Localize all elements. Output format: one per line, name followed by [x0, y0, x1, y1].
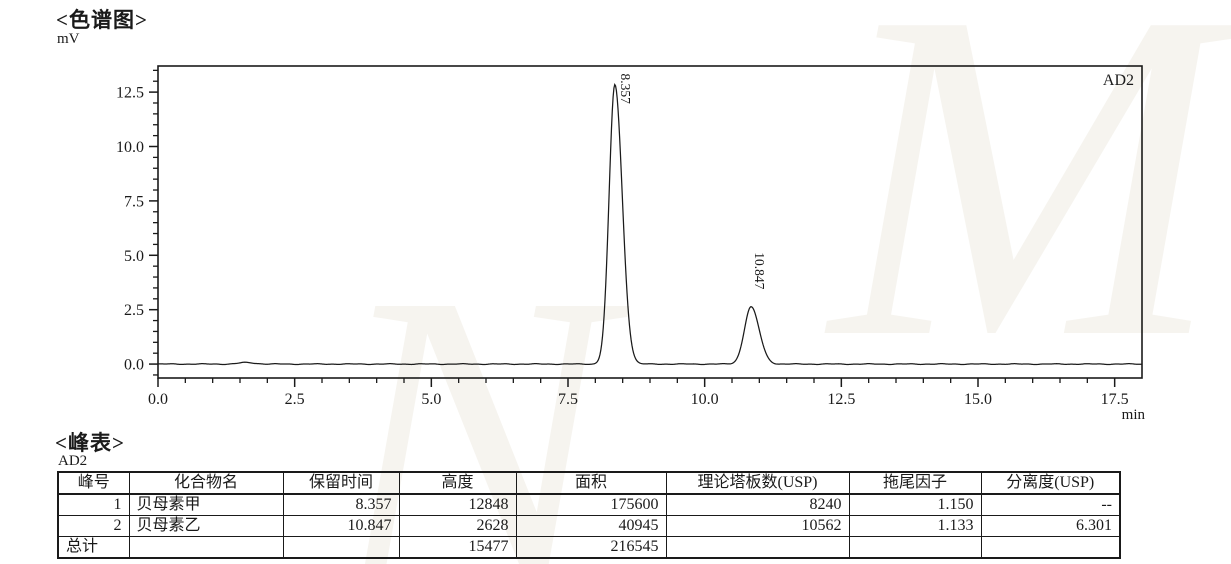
peak-table-cell: 15477	[398, 536, 517, 559]
peak-table-channel-label: AD2	[58, 453, 88, 469]
peak-table-header: 高度	[398, 471, 517, 495]
x-tick-label: 2.5	[285, 391, 305, 408]
peak-table-header: 面积	[515, 471, 667, 495]
peak-table-header: 化合物名	[128, 471, 284, 495]
peak-table-cell: 12848	[398, 493, 517, 516]
x-tick-label: 10.0	[691, 391, 719, 408]
peak-table-cell: 2	[57, 515, 130, 537]
x-axis-unit-label: min	[1122, 407, 1146, 423]
y-tick-label: 7.5	[124, 193, 144, 210]
peak-table-header: 拖尾因子	[848, 471, 982, 495]
chromatogram-trace	[157, 82, 1143, 366]
peak-table-cell: 6.301	[980, 515, 1121, 537]
y-tick-label: 10.0	[116, 139, 144, 156]
peak-table-row: 总计 15477 216545	[57, 536, 1121, 559]
peak-table-cell: 1.150	[848, 493, 982, 516]
peak-table-cell: 10562	[665, 515, 850, 537]
peak-table-cell	[848, 536, 982, 559]
peak-table-cell: 贝母素乙	[128, 515, 284, 537]
peak-table-cell: 总计	[57, 536, 130, 559]
peak-table-cell: --	[980, 493, 1121, 516]
y-tick-label: 2.5	[124, 302, 144, 319]
peak-table-title: <峰表>	[55, 431, 125, 455]
peak-table-cell: 1	[57, 493, 130, 516]
peak-table-cell	[128, 536, 284, 559]
peak-table-cell: 40945	[515, 515, 667, 537]
peak-table-cell	[282, 536, 400, 559]
y-tick-label: 5.0	[124, 248, 144, 265]
peak-table-cell	[980, 536, 1121, 559]
peak-table-row: 1 贝母素甲 8.357 12848 175600 8240 1.150 --	[57, 493, 1121, 516]
peak-table-cell: 10.847	[282, 515, 400, 537]
peak-table-header: 理论塔板数(USP)	[665, 471, 850, 495]
chromatogram-chart: 0.0 2.5 5.0 7.5 10.0 12.5 15.0 17.5 0.0 2.5 5.0 7.5…	[116, 65, 1146, 423]
peak-table-cell: 216545	[515, 536, 667, 559]
peak-table-cell: 2628	[398, 515, 517, 537]
chart-section-title: <色谱图>	[56, 8, 148, 32]
x-tick-label: 7.5	[558, 391, 578, 408]
peak-table-row: 2 贝母素乙 10.847 2628 40945 10562 1.133 6.301	[57, 515, 1121, 537]
x-tick-label: 0.0	[148, 391, 168, 408]
y-tick-label: 12.5	[116, 85, 144, 102]
peak-table-header: 保留时间	[282, 471, 400, 495]
y-axis-unit-label: mV	[57, 31, 80, 47]
detector-label: AD2	[1103, 72, 1134, 89]
peak-table-cell: 贝母素甲	[128, 493, 284, 516]
x-tick-label: 17.5	[1101, 391, 1129, 408]
peak-table-cell: 175600	[515, 493, 667, 516]
plot-border	[157, 65, 1143, 379]
peak-table-cell: 8240	[665, 493, 850, 516]
peak-retention-time-label: 10.847	[752, 252, 767, 289]
y-tick-label: 0.0	[124, 357, 144, 374]
peak-table-header: 分离度(USP)	[980, 471, 1121, 495]
peak-table-cell: 8.357	[282, 493, 400, 516]
peak-table-cell	[665, 536, 850, 559]
x-tick-label: 5.0	[421, 391, 441, 408]
peak-table-header-row: 峰号 化合物名 保留时间 高度 面积 理论塔板数(USP) 拖尾因子 分离度(USP)	[57, 471, 1121, 495]
peak-retention-time-label: 8.357	[618, 74, 633, 105]
peak-table: 峰号 化合物名 保留时间 高度 面积 理论塔板数(USP) 拖尾因子 分离度(USP) 1 贝母素…	[57, 471, 1121, 559]
peak-table-cell: 1.133	[848, 515, 982, 537]
peak-table-header: 峰号	[57, 471, 130, 495]
x-tick-label: 15.0	[964, 391, 992, 408]
x-tick-label: 12.5	[827, 391, 855, 408]
